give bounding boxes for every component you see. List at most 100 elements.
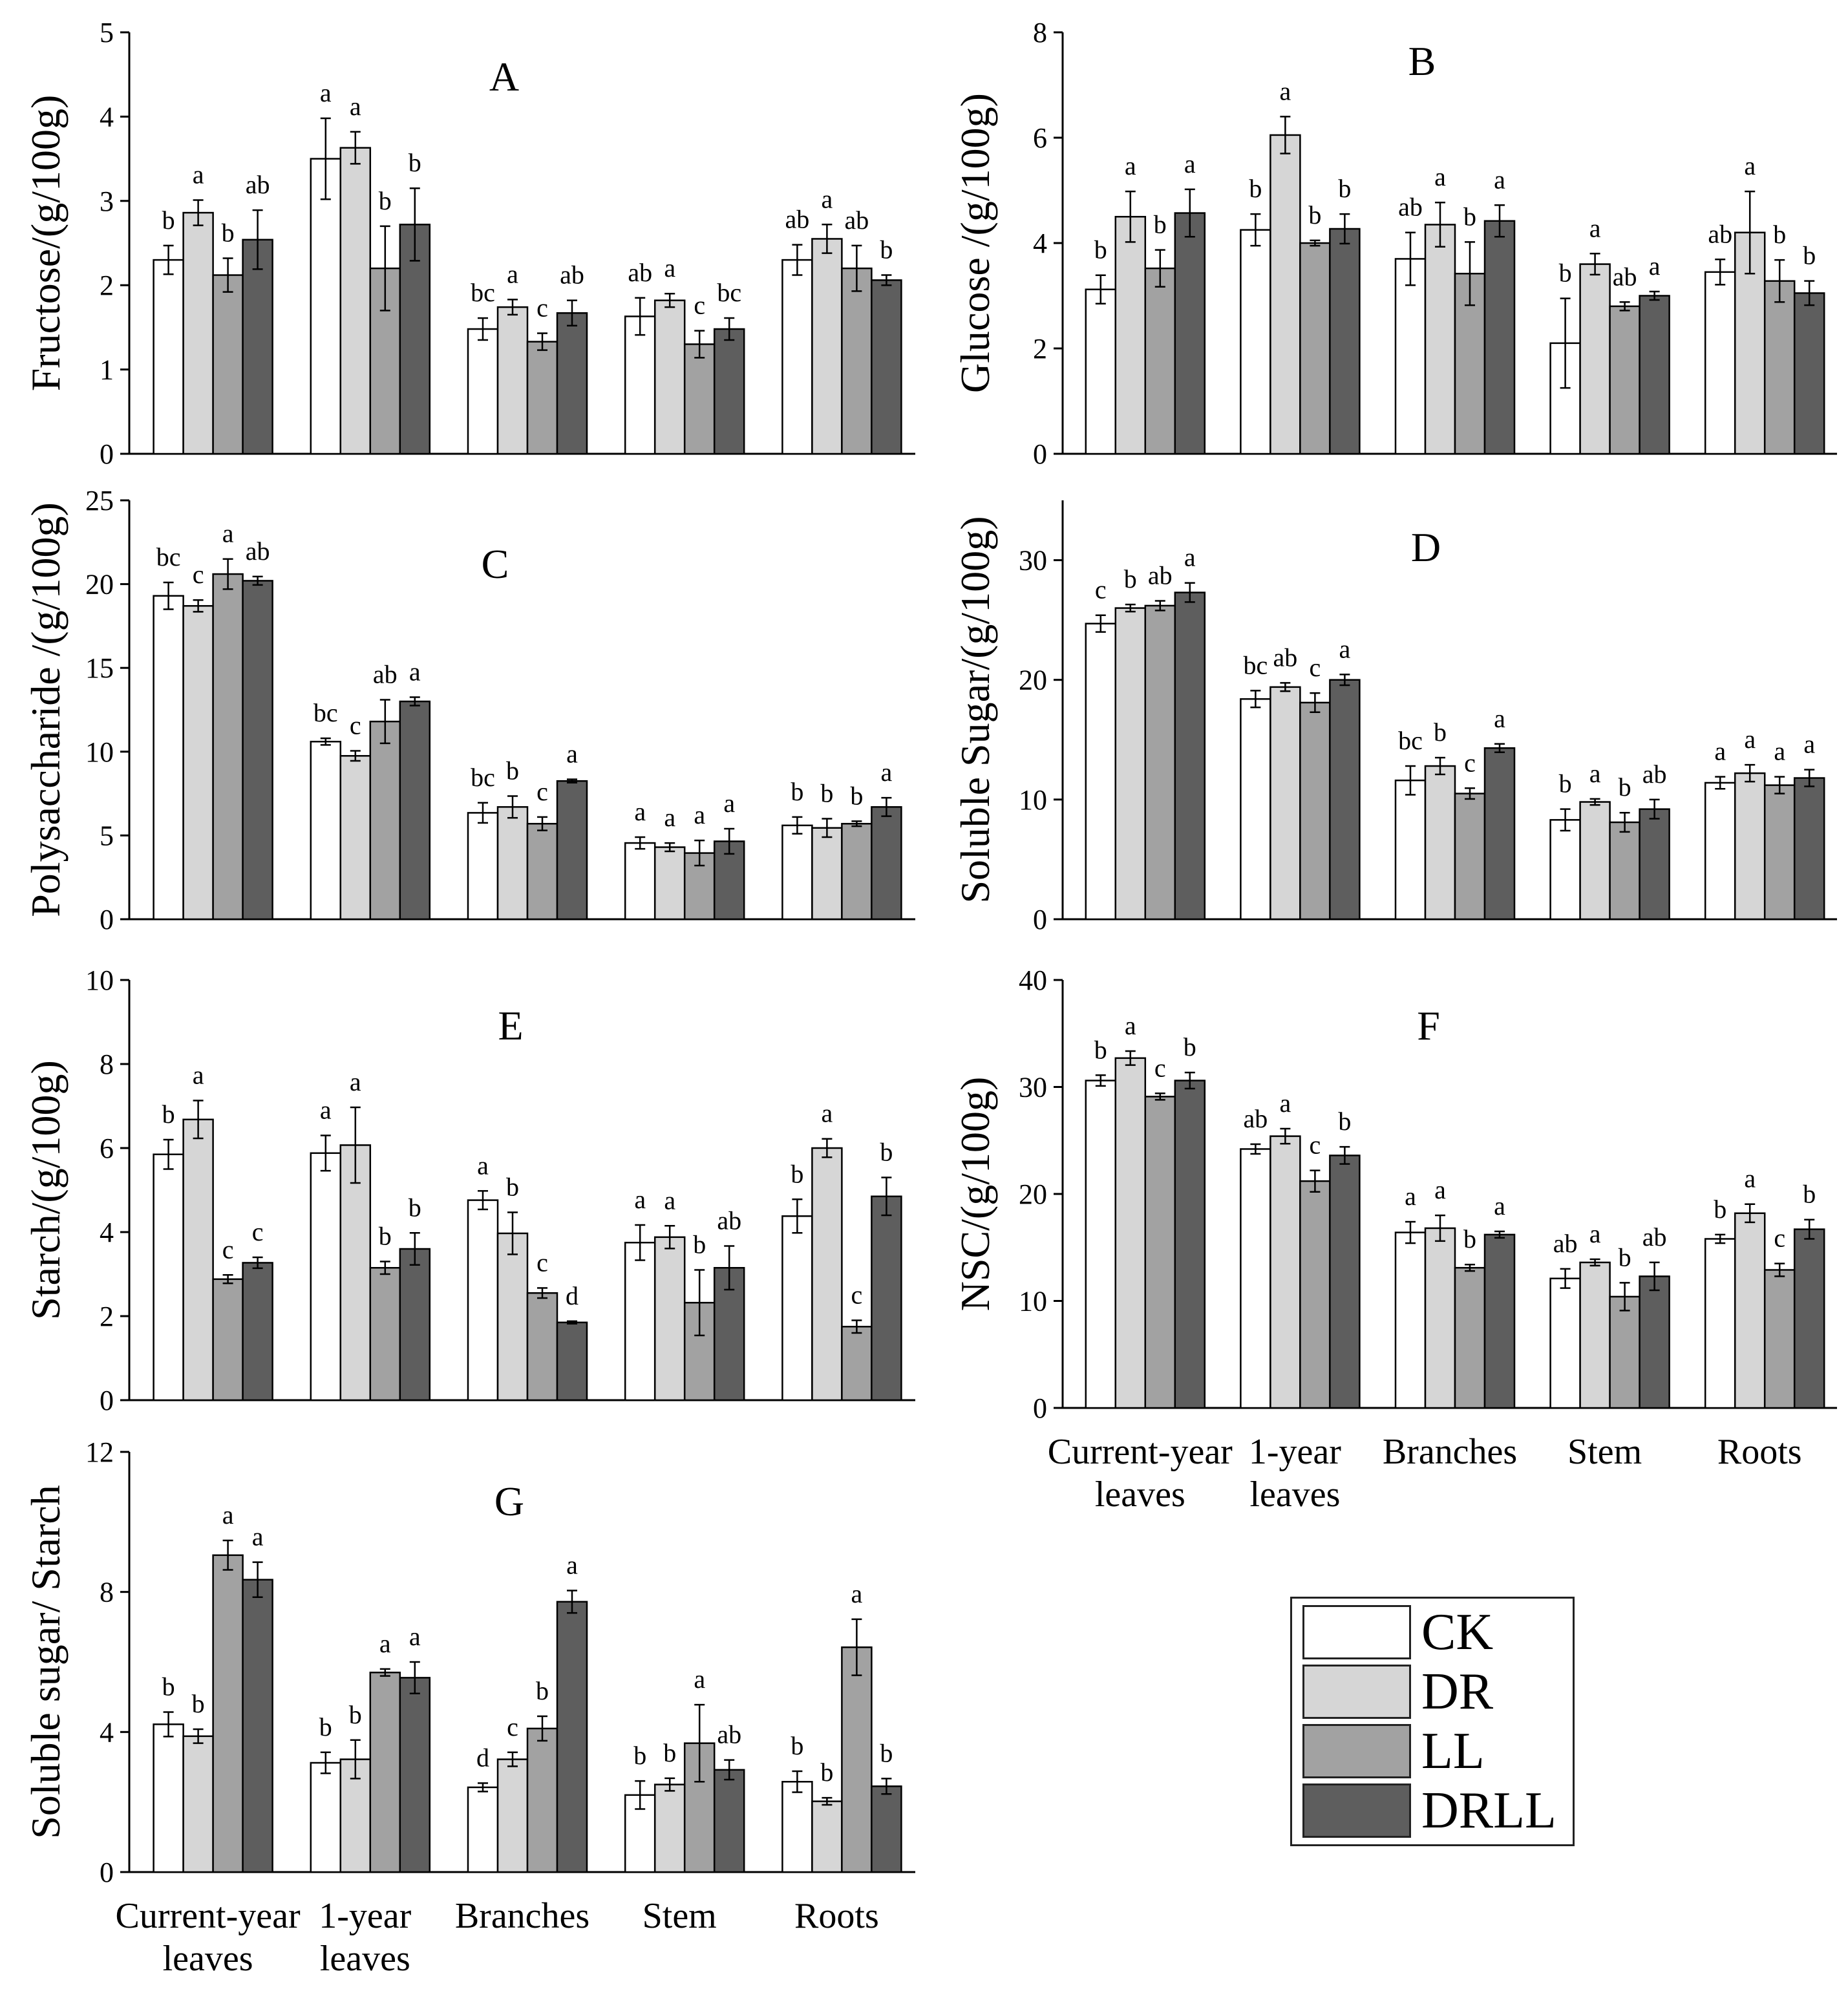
bar-e-current-year-leaves-ll bbox=[212, 1278, 244, 1401]
panel-a-ytick-label-5: 5 bbox=[100, 17, 114, 48]
bar-c-1-year-leaves-drll-letter: a bbox=[409, 657, 421, 687]
bar-g-roots-drll bbox=[871, 1785, 902, 1873]
panel-e-letter: E bbox=[498, 1003, 523, 1049]
panel-d-ytick-label-1: 10 bbox=[1019, 784, 1047, 816]
bar-g-stem-dr-letter: b bbox=[663, 1738, 676, 1767]
bar-g-branches-dr-letter: c bbox=[507, 1712, 518, 1741]
panel-c-ytick-label-3: 15 bbox=[85, 652, 114, 684]
bar-d-current-year-leaves-dr-letter: b bbox=[1124, 564, 1137, 593]
bar-d-current-year-leaves-ck bbox=[1085, 623, 1117, 921]
bar-f-branches-drll-letter: a bbox=[1494, 1191, 1505, 1220]
bar-e-current-year-leaves-ck bbox=[153, 1153, 184, 1401]
bar-a-1-year-leaves-drll-letter: b bbox=[409, 148, 421, 177]
bar-b-stem-drll bbox=[1639, 295, 1670, 455]
bar-e-stem-dr-letter: a bbox=[664, 1186, 675, 1215]
panel-e-ytick-label-3: 6 bbox=[100, 1133, 114, 1164]
bar-e-stem-drll bbox=[713, 1267, 745, 1401]
bar-f-roots-ll-letter: c bbox=[1774, 1224, 1785, 1253]
bar-c-branches-ck bbox=[467, 812, 499, 921]
bar-b-branches-ck bbox=[1394, 258, 1427, 455]
bar-e-roots-drll bbox=[871, 1195, 902, 1401]
panel-f-xtick-label-1-year-leaves-0: 1-year bbox=[1249, 1432, 1341, 1472]
bar-a-branches-dr-letter: a bbox=[507, 259, 518, 288]
bar-c-roots-ck-letter: b bbox=[791, 777, 803, 806]
bar-e-1-year-leaves-drll bbox=[399, 1248, 431, 1401]
bar-d-current-year-leaves-drll-letter: a bbox=[1184, 543, 1196, 572]
bar-a-branches-ll-letter: c bbox=[536, 293, 548, 323]
bar-g-roots-dr bbox=[811, 1800, 843, 1873]
bar-g-roots-ck-letter: b bbox=[791, 1731, 803, 1760]
bar-b-stem-ck-letter: b bbox=[1559, 259, 1572, 288]
bar-d-branches-drll-letter: a bbox=[1494, 704, 1505, 733]
bar-d-branches-ll bbox=[1454, 793, 1486, 921]
bar-b-1-year-leaves-ck-letter: b bbox=[1249, 174, 1262, 203]
bar-a-branches-drll bbox=[556, 312, 588, 455]
bar-c-roots-ll bbox=[841, 823, 873, 921]
legend-item-dr: DR bbox=[1302, 1665, 1493, 1719]
bar-b-roots-drll bbox=[1793, 292, 1825, 455]
panel-g-letter: G bbox=[494, 1478, 524, 1524]
bar-b-stem-dr bbox=[1579, 263, 1611, 455]
bar-d-roots-ck-letter: a bbox=[1714, 737, 1726, 766]
bar-a-stem-ck bbox=[624, 315, 656, 455]
panel-f-xtick-label-current-year-leaves-0: Current-year bbox=[1048, 1432, 1233, 1472]
bar-a-current-year-leaves-dr bbox=[182, 211, 214, 455]
bar-a-stem-ll-letter: c bbox=[694, 291, 705, 320]
bar-c-stem-ck bbox=[624, 842, 656, 921]
bar-a-current-year-leaves-ll-letter: b bbox=[222, 218, 235, 247]
bar-d-current-year-leaves-ck-letter: c bbox=[1095, 575, 1107, 604]
bar-a-current-year-leaves-drll-letter: ab bbox=[246, 170, 270, 199]
panel-f-xtick-label-stem-0: Stem bbox=[1567, 1432, 1642, 1472]
panel-e-ytick-label-4: 8 bbox=[100, 1049, 114, 1080]
bar-e-1-year-leaves-ll bbox=[369, 1267, 401, 1401]
bar-c-1-year-leaves-dr bbox=[339, 755, 372, 921]
bar-f-stem-drll bbox=[1639, 1275, 1670, 1409]
bar-d-stem-ck-letter: b bbox=[1559, 769, 1572, 798]
bar-a-roots-ll-letter: ab bbox=[845, 206, 869, 235]
panel-f-ytick-label-0: 0 bbox=[1033, 1392, 1047, 1424]
bar-g-stem-drll bbox=[713, 1769, 745, 1873]
bar-a-roots-dr bbox=[811, 238, 843, 455]
bar-a-1-year-leaves-dr-letter: a bbox=[350, 92, 361, 121]
bar-e-stem-drll-letter: ab bbox=[717, 1206, 741, 1235]
bar-d-1-year-leaves-ck-letter: bc bbox=[1244, 650, 1268, 679]
bar-a-roots-ck bbox=[781, 259, 813, 455]
bar-f-current-year-leaves-dr bbox=[1114, 1057, 1147, 1409]
bar-e-branches-ll bbox=[526, 1292, 558, 1401]
bar-f-stem-ck-letter: ab bbox=[1553, 1229, 1578, 1258]
bar-c-current-year-leaves-ll bbox=[212, 573, 244, 921]
bar-d-roots-ck bbox=[1704, 782, 1736, 921]
panel-a-ytick-label-4: 4 bbox=[100, 101, 114, 133]
bar-f-branches-dr-letter: a bbox=[1434, 1175, 1446, 1204]
bar-f-1-year-leaves-ck bbox=[1240, 1148, 1271, 1409]
bar-e-1-year-leaves-drll-letter: b bbox=[409, 1193, 421, 1222]
bar-e-current-year-leaves-drll bbox=[242, 1262, 273, 1401]
panel-g-xtick-label-current-year-leaves-1: leaves bbox=[163, 1939, 253, 1979]
panel-f-ylabel: NSC/(g/100g) bbox=[952, 1077, 998, 1312]
bar-d-1-year-leaves-drll-letter: a bbox=[1339, 634, 1351, 663]
bar-b-stem-ll bbox=[1609, 305, 1641, 455]
bar-a-branches-ck-letter: bc bbox=[471, 278, 495, 307]
bar-d-1-year-leaves-dr-letter: ab bbox=[1273, 643, 1298, 672]
bar-f-roots-dr-letter: a bbox=[1744, 1164, 1756, 1193]
bar-e-branches-drll-letter: d bbox=[566, 1281, 579, 1310]
panel-e-ytick-label-0: 0 bbox=[100, 1385, 114, 1416]
panel-e-ytick-label-2: 4 bbox=[100, 1217, 114, 1248]
bar-b-1-year-leaves-drll bbox=[1329, 228, 1361, 455]
legend-label-dr: DR bbox=[1421, 1663, 1494, 1720]
bar-f-current-year-leaves-ll bbox=[1144, 1096, 1176, 1409]
legend-item-drll: DRLL bbox=[1302, 1783, 1556, 1838]
bar-c-stem-dr-letter: a bbox=[664, 803, 675, 832]
bar-f-branches-drll bbox=[1483, 1233, 1516, 1409]
bar-g-1-year-leaves-ck-letter: b bbox=[319, 1712, 332, 1741]
bar-f-branches-ck bbox=[1394, 1231, 1427, 1409]
bar-a-1-year-leaves-dr bbox=[339, 147, 372, 455]
panel-e-ytick-label-1: 2 bbox=[100, 1301, 114, 1332]
panel-f: 010203040NSC/(g/100g)FbacbCurrent-yearle… bbox=[952, 964, 1837, 1515]
bar-b-current-year-leaves-ck bbox=[1085, 288, 1117, 455]
legend-label-ll: LL bbox=[1421, 1723, 1485, 1780]
bar-c-1-year-leaves-dr-letter: c bbox=[350, 711, 361, 740]
